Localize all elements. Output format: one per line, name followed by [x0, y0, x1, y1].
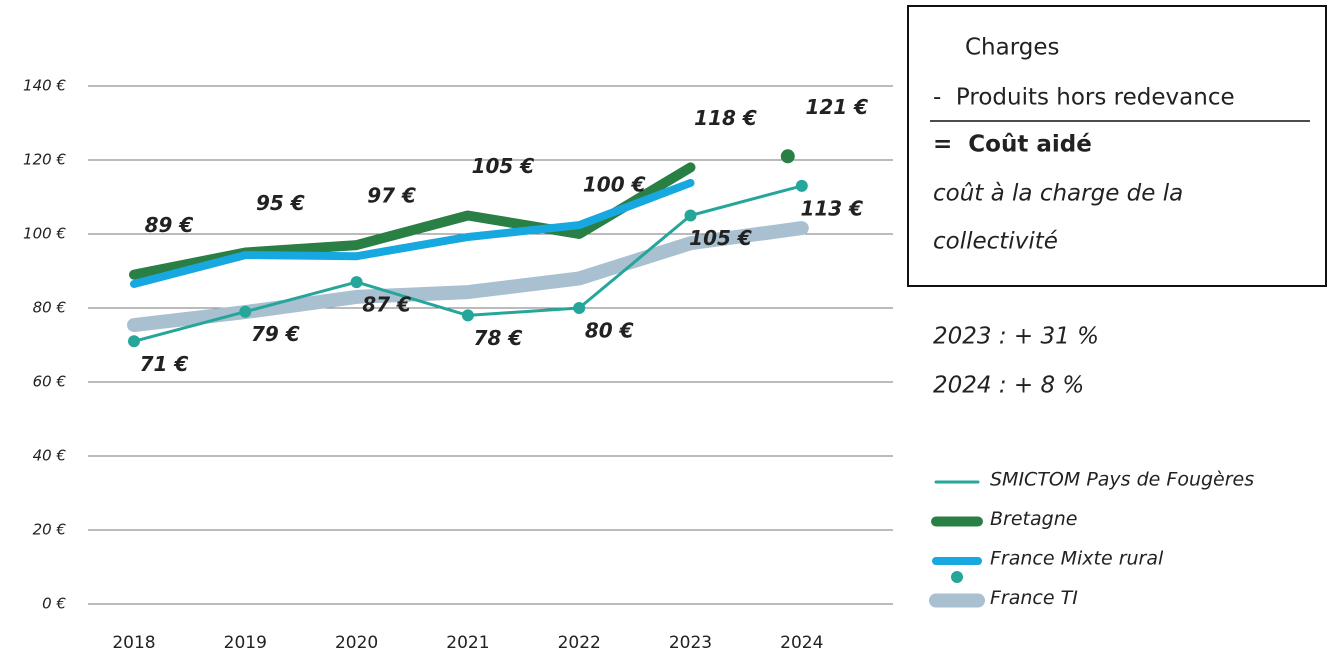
- point: [780, 149, 795, 164]
- legend-label: SMICTOM Pays de Fougères: [990, 469, 1254, 491]
- y-tick-label: 140 €: [23, 77, 66, 95]
- x-tick-label: 2018: [112, 633, 155, 653]
- point: [461, 309, 474, 322]
- legend-label: France Mixte rural: [990, 548, 1164, 570]
- y-tick-label: 60 €: [33, 373, 67, 391]
- data-label: 89 €: [145, 213, 194, 237]
- annotation: 2023 : + 31 %: [933, 324, 1099, 350]
- point: [128, 335, 140, 348]
- data-label: 118 €: [694, 106, 757, 130]
- annotation: 2024 : + 8 %: [933, 373, 1084, 399]
- data-label: 105 €: [689, 226, 752, 250]
- x-tick-label: 2024: [780, 633, 823, 653]
- annotation: Charges: [965, 35, 1060, 61]
- annotation: coût à la charge de la: [933, 181, 1183, 207]
- data-label: 121 €: [805, 95, 868, 119]
- annotation: - Produits hors redevance: [933, 85, 1235, 111]
- data-label: 71 €: [140, 352, 189, 376]
- y-tick-label: 40 €: [33, 447, 67, 465]
- legend-label: France TI: [990, 587, 1078, 609]
- series-line: [130, 178, 695, 288]
- annotation: collectivité: [933, 229, 1058, 255]
- point: [684, 209, 697, 222]
- y-tick-label: 0 €: [42, 595, 66, 613]
- data-label: 113 €: [800, 196, 863, 220]
- y-tick-label: 120 €: [23, 151, 66, 169]
- point: [573, 302, 586, 314]
- annotation-box: [907, 5, 1327, 287]
- x-tick-label: 2020: [335, 633, 378, 653]
- x-tick-label: 2021: [446, 633, 489, 653]
- data-label: 79 €: [251, 322, 300, 346]
- point: [795, 179, 808, 192]
- y-tick-label: 100 €: [23, 225, 66, 243]
- x-tick-label: 2019: [224, 633, 267, 653]
- x-tick-label: 2023: [669, 633, 712, 653]
- annotation: = Coût aidé: [933, 132, 1092, 158]
- data-label: 87 €: [362, 293, 411, 317]
- legend-marker: [951, 571, 963, 583]
- data-label: 95 €: [256, 191, 305, 215]
- data-label: 105 €: [472, 154, 535, 178]
- legend-label: Bretagne: [990, 508, 1077, 530]
- y-tick-label: 80 €: [33, 299, 67, 317]
- data-label: 100 €: [583, 173, 646, 197]
- y-tick-label: 20 €: [33, 521, 67, 539]
- data-label: 80 €: [585, 319, 634, 343]
- data-label: 97 €: [367, 184, 416, 208]
- point: [239, 305, 252, 318]
- data-label: 78 €: [474, 326, 523, 350]
- x-tick-label: 2022: [558, 633, 601, 653]
- point: [350, 276, 363, 289]
